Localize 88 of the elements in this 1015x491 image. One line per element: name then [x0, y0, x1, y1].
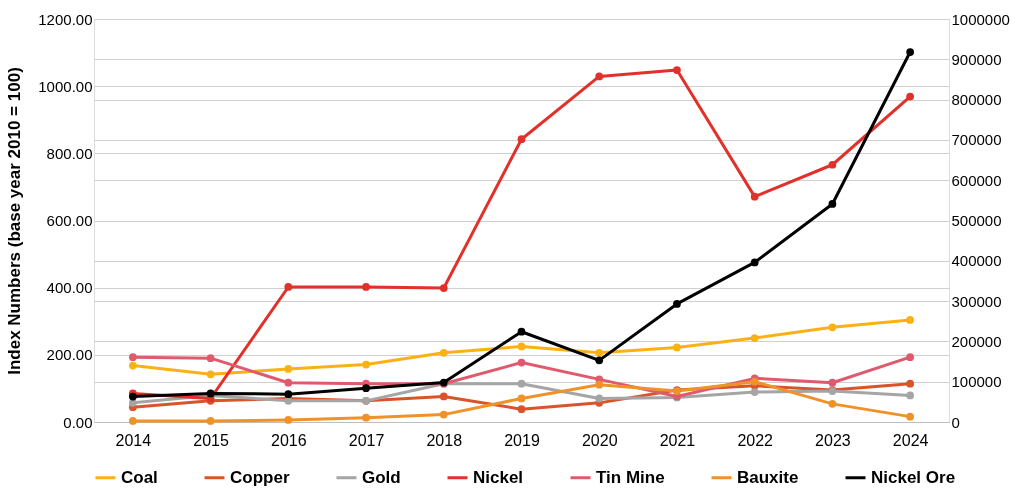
point	[595, 394, 604, 403]
point	[750, 334, 759, 342]
point	[906, 316, 915, 324]
y2-tick-label: 0	[951, 413, 960, 431]
point	[595, 356, 604, 365]
legend-label: Nickel Ore	[871, 467, 956, 487]
y2-tick-label: 300000	[951, 292, 1002, 310]
x-tick-label: 2024	[892, 431, 929, 449]
point	[362, 360, 370, 369]
point	[906, 391, 915, 400]
x-tick-label: 2023	[815, 431, 851, 449]
point	[284, 283, 293, 291]
point	[439, 284, 448, 292]
point	[284, 390, 293, 399]
y-tick-label: 0.00	[63, 413, 93, 431]
point	[828, 323, 837, 332]
point	[673, 343, 681, 352]
y-tick-label: 600.00	[46, 212, 93, 229]
y2-tick-label: 400000	[951, 252, 1002, 270]
x-tick-label: 2021	[659, 431, 696, 449]
point	[362, 384, 370, 393]
point	[517, 358, 526, 367]
point	[517, 379, 526, 388]
y2-tick-label: 100000	[951, 373, 1002, 391]
y2-tick-label: 1000000	[951, 10, 1010, 28]
point	[673, 66, 681, 74]
point	[284, 378, 293, 387]
x-tick-label: 2018	[426, 431, 463, 449]
x-tick-label: 2017	[348, 431, 385, 449]
y2-tick-label: 600000	[951, 171, 1002, 189]
point	[439, 392, 448, 401]
x-tick-label: 2022	[737, 431, 774, 449]
point	[206, 417, 215, 425]
x-tick-label: 2020	[581, 431, 618, 449]
y2-tick-label: 800000	[951, 91, 1002, 109]
point	[517, 135, 526, 144]
point	[517, 405, 526, 414]
legend-label: Tin Mine	[596, 467, 665, 487]
legend-label: Coal	[121, 467, 158, 487]
point	[439, 410, 448, 419]
y-tick-label: 800.00	[46, 144, 93, 162]
legend-label: Bauxite	[737, 467, 799, 487]
y-tick-label: 1000.00	[38, 77, 93, 95]
point	[906, 379, 915, 388]
y-tick-label: 1200.00	[38, 10, 93, 28]
legend-label: Nickel	[473, 467, 524, 487]
point	[750, 258, 759, 267]
point	[906, 353, 915, 362]
point	[750, 192, 759, 201]
point	[284, 416, 293, 424]
x-tick-label: 2019	[504, 431, 540, 449]
y-axis-title: Index Numbers (base year 2010 = 100)	[5, 67, 25, 375]
point	[906, 412, 915, 421]
x-tick-label: 2015	[193, 431, 229, 449]
point	[517, 394, 526, 403]
legend-label: Copper	[230, 467, 290, 487]
point	[128, 361, 137, 370]
point	[206, 370, 215, 379]
point	[828, 400, 837, 408]
point	[517, 327, 526, 336]
y2-tick-label: 900000	[951, 50, 1002, 68]
x-tick-label: 2014	[115, 431, 152, 449]
point	[128, 417, 137, 425]
point	[828, 160, 837, 169]
point	[906, 92, 915, 101]
y2-tick-label: 700000	[951, 131, 1002, 149]
x-tick-label: 2016	[271, 431, 307, 449]
point	[906, 48, 915, 56]
y-tick-label: 200.00	[46, 346, 93, 364]
point	[595, 72, 604, 81]
point	[595, 380, 604, 389]
point	[362, 283, 370, 291]
point	[828, 378, 837, 387]
legend-label: Gold	[362, 467, 401, 487]
point	[517, 342, 526, 351]
point	[750, 388, 759, 396]
point	[595, 348, 604, 357]
point	[673, 300, 681, 308]
y2-tick-label: 200000	[951, 332, 1002, 350]
point	[362, 413, 370, 422]
y-tick-label: 400.00	[46, 279, 93, 297]
point	[128, 398, 137, 407]
point	[284, 365, 293, 373]
point	[128, 353, 137, 362]
point	[828, 200, 837, 208]
y2-tick-label: 500000	[951, 212, 1002, 229]
point	[206, 354, 215, 363]
point	[439, 348, 448, 357]
